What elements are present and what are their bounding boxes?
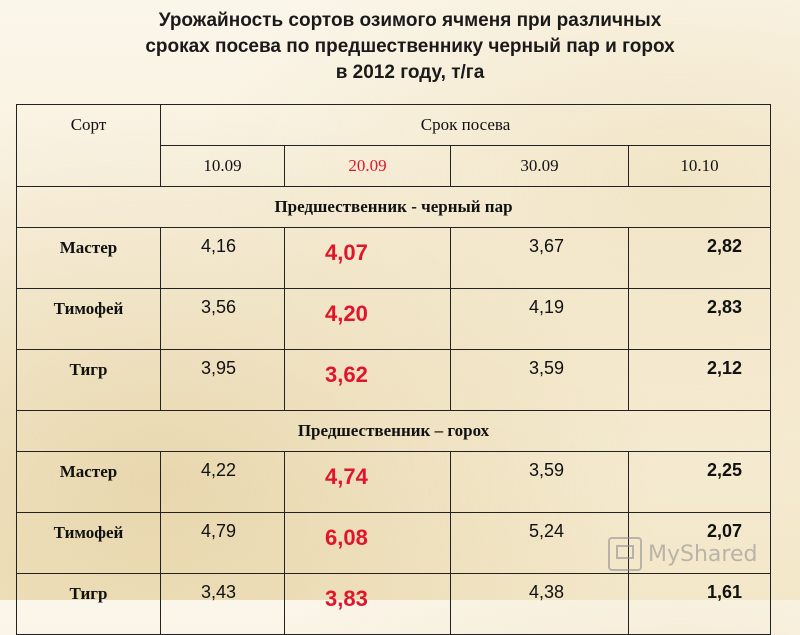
- yield-value: 4,19: [450, 288, 629, 350]
- yield-value: 3,59: [450, 451, 629, 513]
- date-header: 10.09: [160, 145, 285, 187]
- table-row: Тимофей 3,56 4,20 4,19 2,83: [16, 288, 772, 350]
- variety-name: Тимофей: [16, 512, 161, 574]
- variety-name: Тигр: [16, 349, 161, 411]
- header-sowing-date: Срок посева: [159, 104, 772, 146]
- variety-name: Мастер: [16, 227, 161, 289]
- title-line-3: в 2012 году, т/га: [335, 62, 485, 83]
- header-variety: Сорт: [16, 104, 161, 187]
- table-row: Мастер 4,16 4,07 3,67 2,82: [16, 227, 772, 289]
- section-label-black-fallow: Предшественник - черный пар: [15, 186, 772, 228]
- yield-value-highlighted: 3,83: [284, 573, 451, 635]
- yield-value-highlighted: 4,07: [284, 227, 451, 289]
- title-line-1: Урожайность сортов озимого ячменя при ра…: [158, 10, 662, 31]
- table-row: Тигр 3,95 3,62 3,59 2,12: [16, 349, 772, 411]
- page-title: Урожайность сортов озимого ячменя при ра…: [60, 8, 760, 86]
- date-header: 10.10: [627, 145, 772, 187]
- date-header-highlighted: 20.09: [284, 145, 451, 187]
- variety-name: Тимофей: [16, 288, 161, 350]
- yield-value: 1,61: [627, 573, 772, 635]
- yield-value: 4,16: [160, 227, 285, 289]
- yield-value-highlighted: 4,74: [284, 451, 451, 513]
- yield-value: 4,22: [160, 451, 285, 513]
- yield-value-highlighted: 3,62: [284, 349, 451, 411]
- yield-value: 2,12: [627, 349, 772, 411]
- yield-value-highlighted: 4,20: [284, 288, 451, 350]
- yield-value: 2,82: [627, 227, 772, 289]
- yield-value: 4,38: [450, 573, 629, 635]
- yield-value: 2,25: [627, 451, 772, 513]
- yield-value: 2,83: [627, 288, 772, 350]
- yield-value: 3,67: [450, 227, 629, 289]
- presentation-board-icon: [608, 537, 642, 571]
- yield-value: 3,59: [450, 349, 629, 411]
- yield-value: 3,95: [160, 349, 285, 411]
- table-row: Тимофей 4,79 6,08 5,24 2,07: [16, 512, 772, 574]
- title-line-2: сроках посева по предшественнику черный …: [145, 36, 675, 57]
- variety-name: Тигр: [16, 573, 161, 635]
- yield-value: 3,43: [160, 573, 285, 635]
- watermark: MyShared: [608, 536, 778, 572]
- section-label-peas: Предшественник – горох: [15, 410, 772, 452]
- variety-name: Мастер: [16, 451, 161, 513]
- yield-value: 5,24: [450, 512, 629, 574]
- watermark-text: MyShared: [648, 541, 758, 567]
- yield-value: 4,79: [160, 512, 285, 574]
- yield-value-highlighted: 6,08: [284, 512, 451, 574]
- date-header: 30.09: [450, 145, 629, 187]
- table-row: Тигр 3,43 3,83 4,38 1,61: [16, 573, 772, 635]
- table-row: Мастер 4,22 4,74 3,59 2,25: [16, 451, 772, 513]
- yield-value: 3,56: [160, 288, 285, 350]
